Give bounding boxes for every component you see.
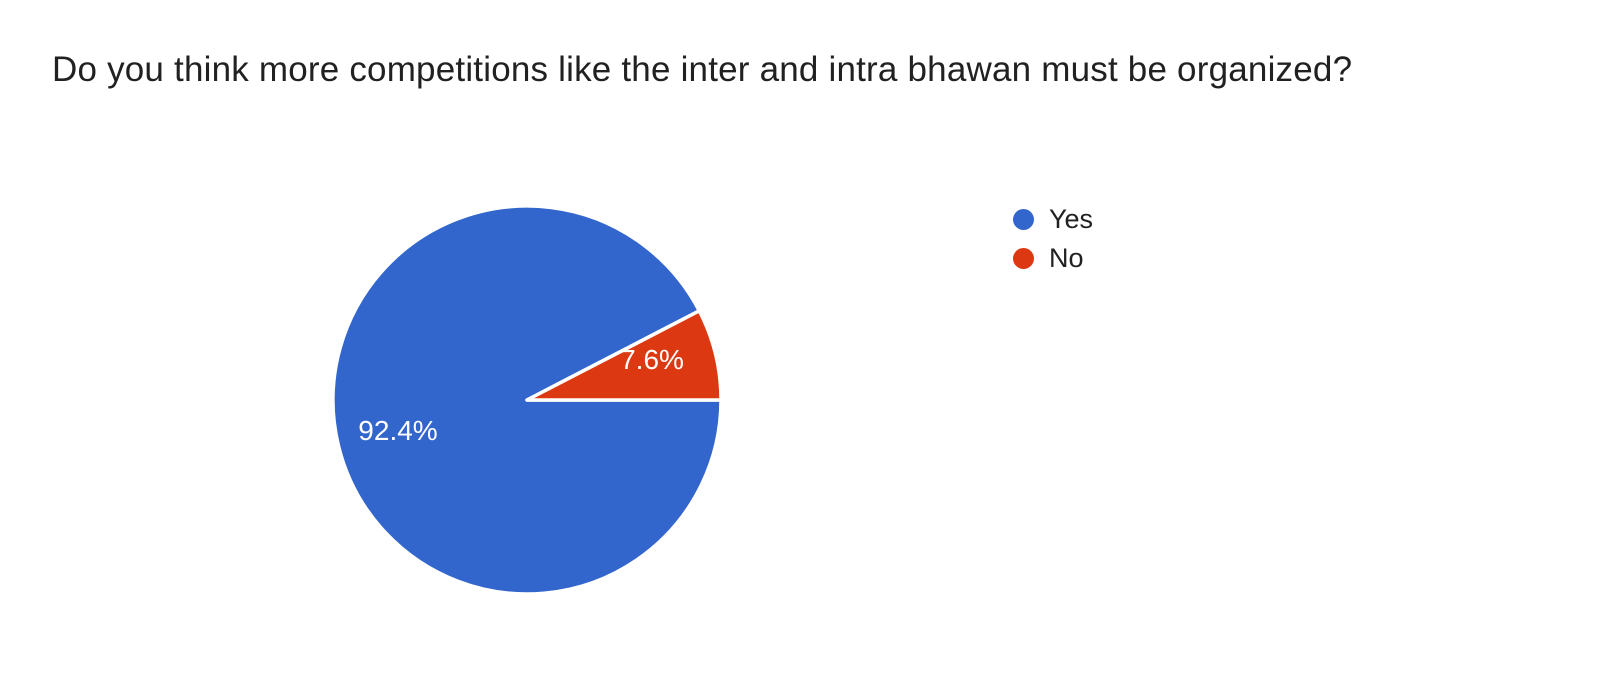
legend-label-no: No xyxy=(1049,243,1084,273)
pie-slice-no xyxy=(525,309,723,402)
legend-item-yes: Yes xyxy=(1013,203,1093,235)
pie-chart: 92.4% 7.6% xyxy=(327,200,727,600)
legend-swatch-no-icon xyxy=(1013,247,1034,269)
question-title: Do you think more competitions like the … xyxy=(52,50,1353,89)
chart-legend: Yes No xyxy=(1013,203,1093,274)
pie-chart-svg xyxy=(331,204,723,596)
legend-label-yes: Yes xyxy=(1049,204,1094,234)
legend-item-no: No xyxy=(1013,242,1093,274)
legend-swatch-yes-icon xyxy=(1013,208,1034,230)
